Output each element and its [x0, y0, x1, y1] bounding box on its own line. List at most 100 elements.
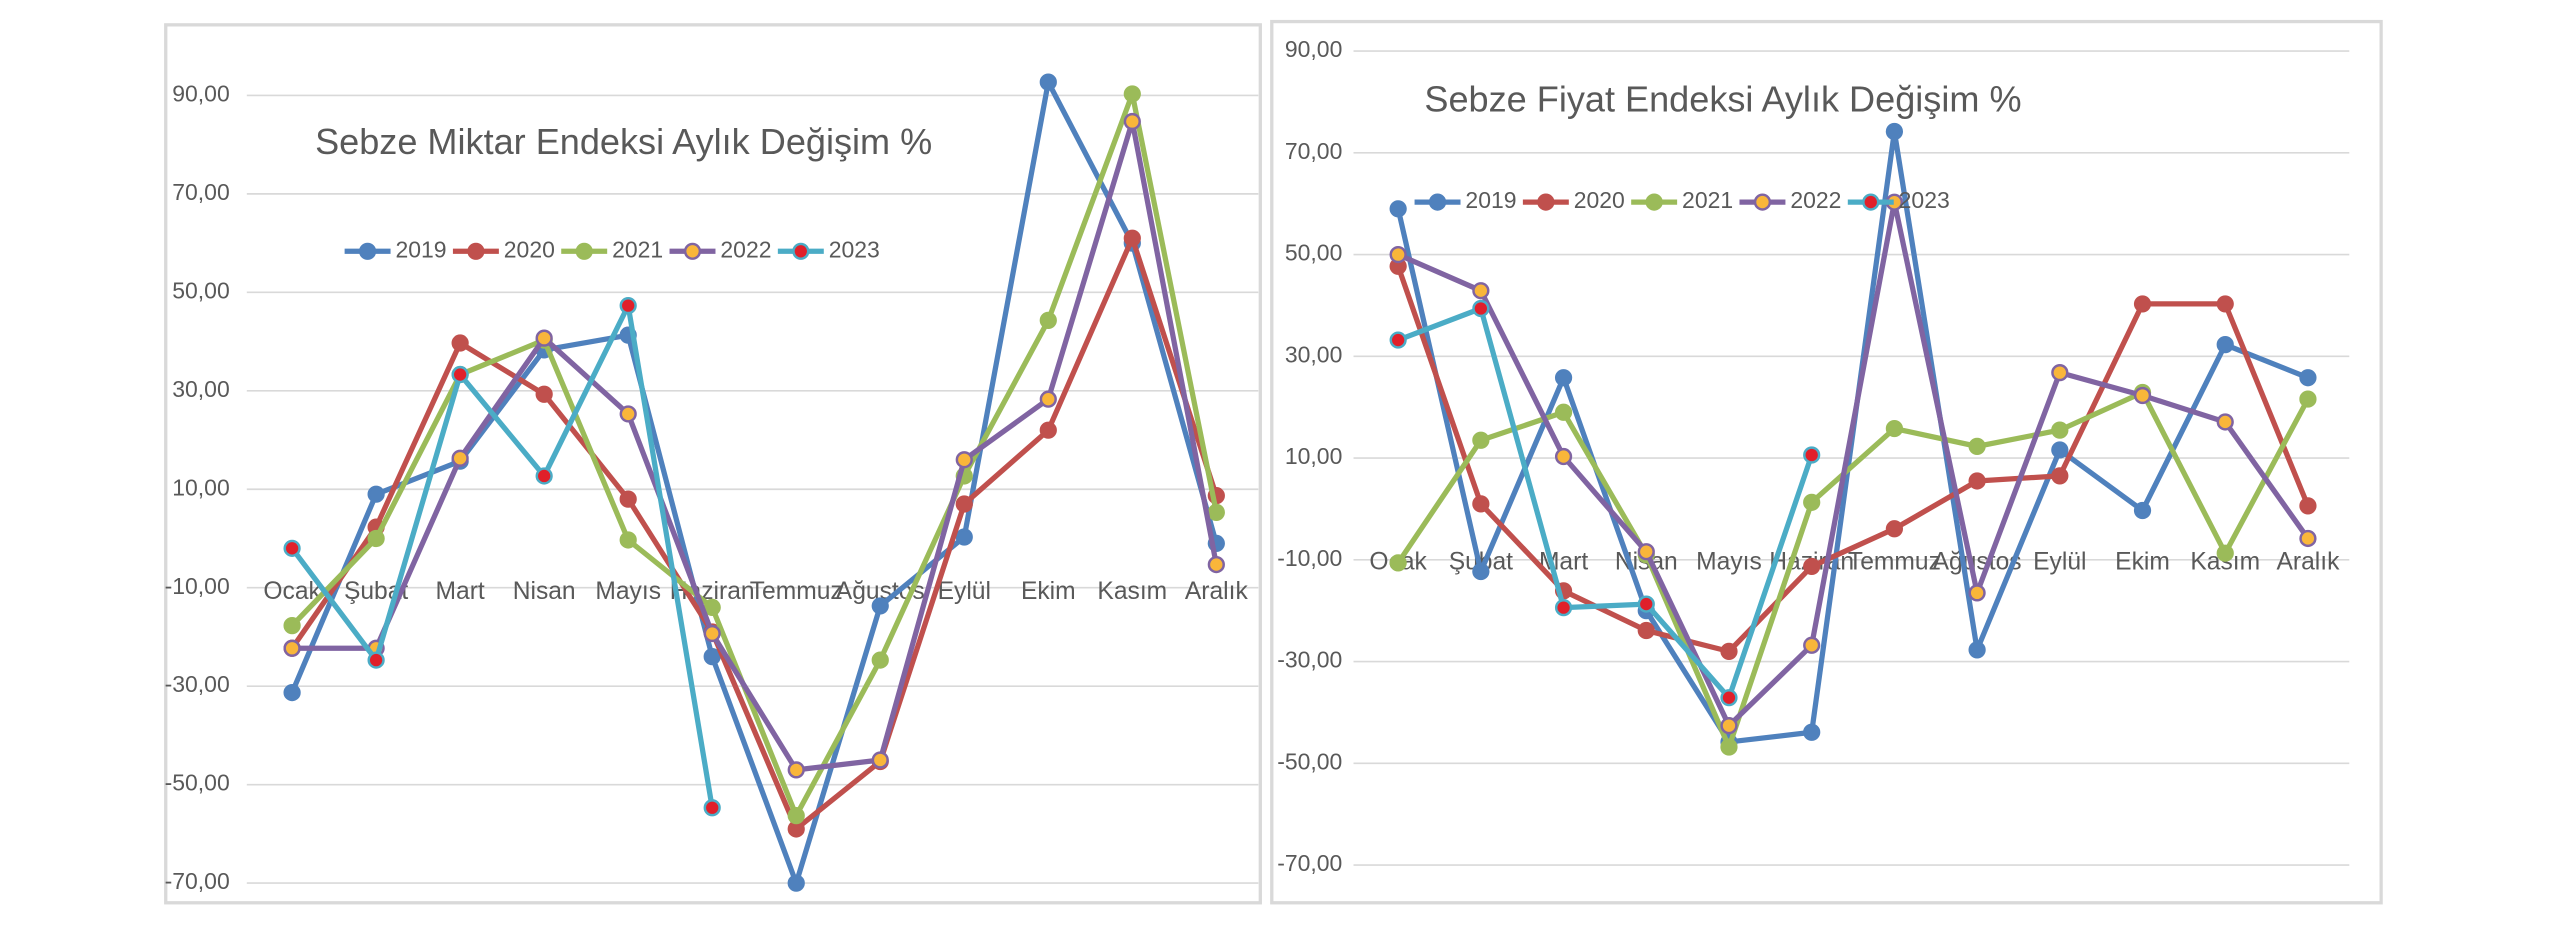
data-point: [367, 529, 385, 548]
data-point: [2133, 501, 2152, 520]
series-line: [289, 235, 1219, 832]
data-point: [1389, 200, 1407, 218]
data-point: [1968, 641, 1986, 659]
data-point: [2133, 386, 2152, 405]
y-tick-label: 70,00: [172, 179, 229, 205]
data-point: [1637, 595, 1655, 613]
data-point: [367, 651, 385, 669]
x-tick-label: Nisan: [513, 578, 576, 605]
x-tick-label: Ekim: [1021, 578, 1076, 605]
legend-label: 2019: [395, 236, 446, 262]
data-point: [1039, 73, 1057, 91]
y-tick-label: -30,00: [165, 671, 230, 697]
data-point: [703, 648, 721, 666]
x-tick-label: Eylül: [2033, 549, 2086, 576]
data-point: [283, 639, 301, 657]
data-point: [1968, 437, 1986, 455]
data-point: [535, 329, 553, 347]
data-point: [1720, 642, 1738, 661]
series-line: [289, 79, 1219, 886]
data-point: [1968, 584, 1986, 602]
legend-marker: [792, 242, 810, 260]
y-tick-label: 90,00: [172, 80, 229, 106]
data-point: [1207, 503, 1225, 522]
data-point: [2051, 363, 2069, 382]
data-point: [1123, 85, 1141, 103]
data-point: [787, 761, 805, 779]
data-point: [787, 807, 805, 825]
chart-frame: [1270, 19, 2383, 905]
data-point: [1554, 447, 1573, 466]
data-point: [955, 495, 973, 513]
data-point: [1123, 229, 1141, 247]
data-point: [1472, 431, 1490, 449]
y-tick-label: 90,00: [1285, 36, 1342, 62]
y-tick-label: -70,00: [165, 868, 230, 894]
y-tick-label: 30,00: [1285, 341, 1342, 367]
legend-label: 2022: [1790, 187, 1841, 213]
data-point: [1554, 369, 1573, 387]
series-line: [290, 91, 1219, 819]
data-point: [1389, 245, 1407, 264]
data-point: [1389, 331, 1407, 349]
x-tick-label: Mayıs: [1696, 549, 1762, 576]
data-point: [955, 451, 973, 469]
data-point: [2133, 295, 2152, 313]
legend-label: 2020: [1574, 187, 1625, 213]
y-tick-label: -10,00: [165, 573, 230, 599]
data-point: [283, 617, 301, 635]
y-tick-label: 50,00: [1285, 240, 1342, 266]
data-point: [367, 485, 385, 503]
legend-label: 2022: [720, 236, 771, 262]
data-point: [1803, 493, 1821, 511]
x-tick-label: Kasım: [1097, 578, 1167, 605]
data-point: [1123, 112, 1141, 131]
data-point: [871, 651, 889, 669]
data-point: [703, 624, 721, 643]
series-line: [1397, 305, 1815, 701]
data-point: [451, 365, 469, 384]
data-point: [619, 490, 637, 508]
x-tick-label: Ağustos: [1933, 549, 2022, 576]
legend-marker: [467, 242, 485, 260]
data-point: [1472, 282, 1490, 300]
data-point: [2299, 390, 2317, 408]
data-point: [1803, 557, 1821, 576]
data-point: [1472, 299, 1490, 318]
y-tick-label: -50,00: [165, 770, 230, 796]
legend-label: 2021: [1682, 187, 1733, 213]
x-tick-label: Mart: [436, 578, 485, 605]
data-point: [1207, 555, 1225, 574]
data-point: [1039, 311, 1057, 330]
data-point: [451, 449, 469, 467]
data-point: [2051, 441, 2069, 459]
data-point: [1885, 122, 1904, 141]
legend-label: 2020: [504, 236, 555, 262]
data-point: [1039, 390, 1057, 408]
data-point: [1554, 403, 1573, 421]
legend-marker: [1862, 193, 1880, 211]
data-point: [871, 751, 889, 769]
data-point: [955, 528, 973, 546]
series-line: [1397, 199, 2311, 729]
data-point: [2216, 544, 2234, 562]
legend-label: 2023: [829, 236, 880, 262]
data-point: [2051, 467, 2069, 485]
data-point: [1885, 520, 1904, 538]
series-line: [292, 118, 1219, 773]
data-point: [1885, 419, 1904, 438]
legend-marker: [1428, 193, 1447, 211]
x-tick-label: Eylül: [938, 578, 991, 605]
data-point: [2299, 497, 2317, 515]
data-point: [787, 874, 805, 892]
y-tick-label: 30,00: [172, 376, 229, 402]
series-line: [1395, 265, 2311, 655]
legend-marker: [575, 242, 593, 260]
data-point: [703, 598, 721, 617]
data-point: [535, 385, 553, 403]
data-point: [1472, 562, 1490, 581]
y-tick-label: 70,00: [1285, 138, 1342, 164]
data-point: [1637, 543, 1655, 561]
legend-label: 2019: [1465, 187, 1516, 213]
data-point: [619, 405, 637, 423]
